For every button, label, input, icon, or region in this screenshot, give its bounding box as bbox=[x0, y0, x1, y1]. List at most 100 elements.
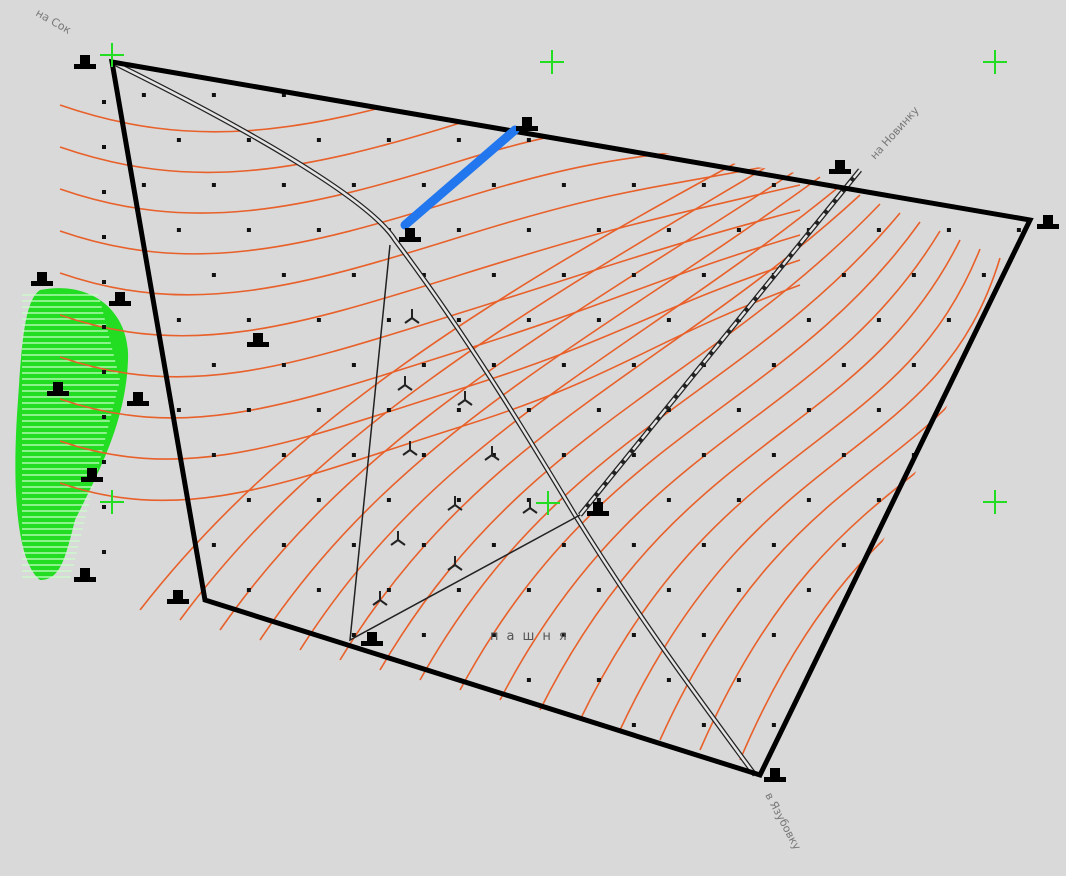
highlighted-segment bbox=[400, 125, 520, 230]
point bbox=[316, 588, 321, 592]
contour bbox=[59, 184, 801, 337]
tree bbox=[402, 441, 418, 456]
point bbox=[456, 318, 461, 322]
point bbox=[631, 543, 636, 547]
point bbox=[806, 588, 811, 592]
point bbox=[526, 408, 531, 412]
point bbox=[771, 723, 776, 727]
tree bbox=[447, 496, 463, 511]
point bbox=[102, 415, 106, 419]
marker bbox=[74, 568, 96, 582]
point bbox=[666, 678, 671, 682]
grid-crosses bbox=[100, 43, 1007, 515]
point bbox=[281, 543, 286, 547]
point bbox=[211, 273, 216, 277]
point bbox=[876, 498, 881, 502]
point bbox=[981, 273, 986, 277]
point bbox=[596, 588, 601, 592]
point bbox=[666, 228, 671, 232]
point bbox=[491, 453, 496, 457]
point bbox=[526, 318, 531, 322]
point bbox=[596, 678, 601, 682]
point bbox=[141, 183, 146, 187]
marker bbox=[399, 228, 421, 242]
point bbox=[771, 363, 776, 367]
point bbox=[491, 543, 496, 547]
tree bbox=[390, 531, 406, 546]
point bbox=[246, 588, 251, 592]
point bbox=[281, 93, 286, 97]
point bbox=[911, 363, 916, 367]
point bbox=[876, 228, 881, 232]
point bbox=[351, 273, 356, 277]
point bbox=[491, 633, 496, 637]
point bbox=[351, 633, 356, 637]
contour bbox=[179, 158, 781, 621]
point bbox=[771, 453, 776, 457]
contour bbox=[459, 221, 921, 691]
tree bbox=[397, 376, 413, 391]
point bbox=[386, 588, 391, 592]
point bbox=[456, 588, 461, 592]
point bbox=[526, 498, 531, 502]
point bbox=[102, 100, 106, 104]
roads bbox=[110, 59, 862, 777]
point bbox=[701, 723, 706, 727]
point bbox=[421, 453, 426, 457]
point bbox=[701, 543, 706, 547]
point bbox=[596, 498, 601, 502]
marker bbox=[587, 502, 609, 516]
point bbox=[102, 190, 106, 194]
tree bbox=[404, 309, 420, 324]
cross bbox=[100, 490, 124, 514]
point bbox=[386, 138, 391, 142]
point bbox=[316, 228, 321, 232]
point bbox=[246, 318, 251, 322]
point bbox=[701, 183, 706, 187]
point bbox=[102, 550, 106, 554]
marker bbox=[47, 382, 69, 396]
point bbox=[561, 633, 566, 637]
marker bbox=[31, 272, 53, 286]
point bbox=[421, 363, 426, 367]
point bbox=[946, 318, 951, 322]
point bbox=[841, 453, 846, 457]
point bbox=[351, 363, 356, 367]
point bbox=[351, 543, 356, 547]
point bbox=[421, 543, 426, 547]
point bbox=[491, 363, 496, 367]
point bbox=[386, 498, 391, 502]
cross bbox=[983, 490, 1007, 514]
point bbox=[666, 498, 671, 502]
tree bbox=[522, 499, 538, 514]
point bbox=[246, 228, 251, 232]
point bbox=[666, 408, 671, 412]
point bbox=[701, 633, 706, 637]
point bbox=[176, 318, 181, 322]
point bbox=[211, 543, 216, 547]
point bbox=[631, 453, 636, 457]
marker bbox=[167, 590, 189, 604]
point bbox=[561, 543, 566, 547]
point bbox=[806, 318, 811, 322]
point bbox=[102, 280, 106, 284]
cross bbox=[983, 50, 1007, 74]
tree bbox=[457, 391, 473, 406]
tree bbox=[484, 446, 500, 461]
contour bbox=[59, 259, 801, 460]
point bbox=[666, 588, 671, 592]
point bbox=[386, 318, 391, 322]
point bbox=[102, 145, 106, 149]
point bbox=[736, 228, 741, 232]
cross bbox=[536, 491, 560, 515]
point bbox=[246, 408, 251, 412]
point bbox=[596, 318, 601, 322]
contour bbox=[539, 239, 961, 711]
point bbox=[876, 318, 881, 322]
point bbox=[102, 235, 106, 239]
point bbox=[596, 228, 601, 232]
point bbox=[561, 273, 566, 277]
marker bbox=[829, 160, 851, 174]
boundary-markers bbox=[31, 55, 1059, 782]
